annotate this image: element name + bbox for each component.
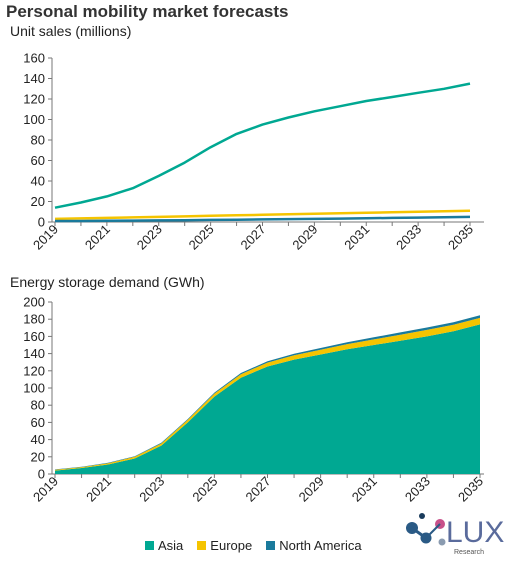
chart-title: Personal mobility market forecasts <box>6 2 289 21</box>
sales-x-tick-label: 2021 <box>82 222 113 253</box>
bottom-chart-ylabel: Energy storage demand (GWh) <box>10 274 205 290</box>
legend-swatch-north-america <box>266 541 276 550</box>
storage-area-europe <box>55 317 480 471</box>
storage-x-tick-label: 2027 <box>243 474 274 505</box>
storage-x-tick-label: 2033 <box>402 474 433 505</box>
logo-text: LUX <box>446 516 504 549</box>
storage-y-tick-label: 180 <box>23 312 45 327</box>
legend-swatch-europe <box>197 541 207 550</box>
legend-item-asia: Asia <box>145 538 183 553</box>
sales-y-tick-label: 40 <box>31 174 45 189</box>
storage-area-asia <box>55 324 480 474</box>
storage-y-tick-label: 140 <box>23 346 45 361</box>
sales-x-tick-label: 2029 <box>289 222 320 253</box>
sales-y-tick-label: 0 <box>38 215 45 230</box>
sales-x-tick-label: 2027 <box>238 222 269 253</box>
storage-y-tick-label: 20 <box>31 449 45 464</box>
storage-y-tick-label: 100 <box>23 381 45 396</box>
storage-x-tick-label: 2031 <box>349 474 380 505</box>
storage-x-tick-label: 2025 <box>189 474 220 505</box>
storage-x-tick-label: 2029 <box>296 474 327 505</box>
sales-y-tick-label: 140 <box>23 71 45 86</box>
sales-line-asia <box>54 82 471 209</box>
sales-x-tick-label: 2031 <box>341 222 372 253</box>
storage-y-tick-label: 60 <box>31 415 45 430</box>
storage-y-tick-label: 120 <box>23 363 45 378</box>
sales-x-tick-label: 2019 <box>30 222 61 253</box>
lux-research-logo: LUX Research <box>406 513 504 556</box>
sales-line-europe <box>54 209 471 221</box>
storage-y-tick-label: 200 <box>23 295 45 310</box>
top-chart-ylabel: Unit sales (millions) <box>10 23 132 39</box>
logo-subtext: Research <box>454 549 484 556</box>
storage-x-tick-label: 2019 <box>30 474 61 505</box>
sales-line-north-america <box>55 215 471 223</box>
legend-swatch-asia <box>145 541 154 550</box>
storage-x-tick-label: 2023 <box>136 474 167 505</box>
storage-y-tick-label: 0 <box>38 467 45 482</box>
sales-y-tick-label: 100 <box>23 112 45 127</box>
sales-x-tick-label: 2023 <box>134 222 165 253</box>
sales-x-tick-label: 2025 <box>186 222 217 253</box>
sales-y-tick-label: 80 <box>31 133 45 148</box>
sales-y-tick-label: 20 <box>31 194 45 209</box>
sales-y-tick-label: 160 <box>23 51 45 66</box>
legend: Asia Europe North America <box>145 538 362 553</box>
legend-item-europe: Europe <box>197 538 252 553</box>
storage-y-tick-label: 160 <box>23 329 45 344</box>
legend-label-north-america: North America <box>279 538 362 553</box>
legend-label-europe: Europe <box>210 538 253 553</box>
sales-x-tick-label: 2035 <box>445 222 476 253</box>
storage-x-tick-label: 2035 <box>455 474 486 505</box>
sales-y-tick-label: 60 <box>31 153 45 168</box>
storage-x-tick-label: 2021 <box>83 474 114 505</box>
storage-y-tick-label: 40 <box>31 432 45 447</box>
legend-item-north-america: North America <box>266 538 362 553</box>
sales-x-tick-label: 2033 <box>393 222 424 253</box>
storage-y-tick-label: 80 <box>31 398 45 413</box>
legend-label-asia: Asia <box>158 538 184 553</box>
sales-y-tick-label: 120 <box>23 92 45 107</box>
